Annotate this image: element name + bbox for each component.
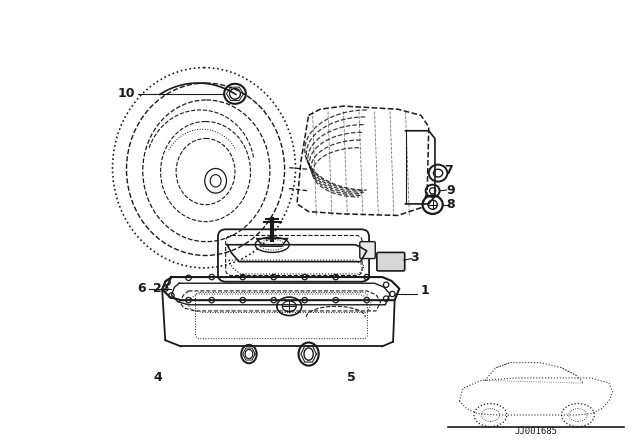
- Text: 5: 5: [347, 370, 356, 383]
- Text: 1: 1: [420, 284, 429, 297]
- Text: 4: 4: [153, 370, 162, 383]
- Text: 3: 3: [410, 251, 419, 264]
- Text: 9: 9: [446, 184, 455, 197]
- FancyBboxPatch shape: [377, 252, 404, 271]
- Text: 7: 7: [444, 164, 452, 177]
- Text: JJ001685: JJ001685: [515, 427, 557, 436]
- FancyBboxPatch shape: [360, 241, 375, 258]
- Text: 10: 10: [118, 87, 135, 100]
- Text: 8: 8: [446, 198, 455, 211]
- Text: 6: 6: [138, 282, 147, 295]
- Text: 2: 2: [153, 282, 162, 295]
